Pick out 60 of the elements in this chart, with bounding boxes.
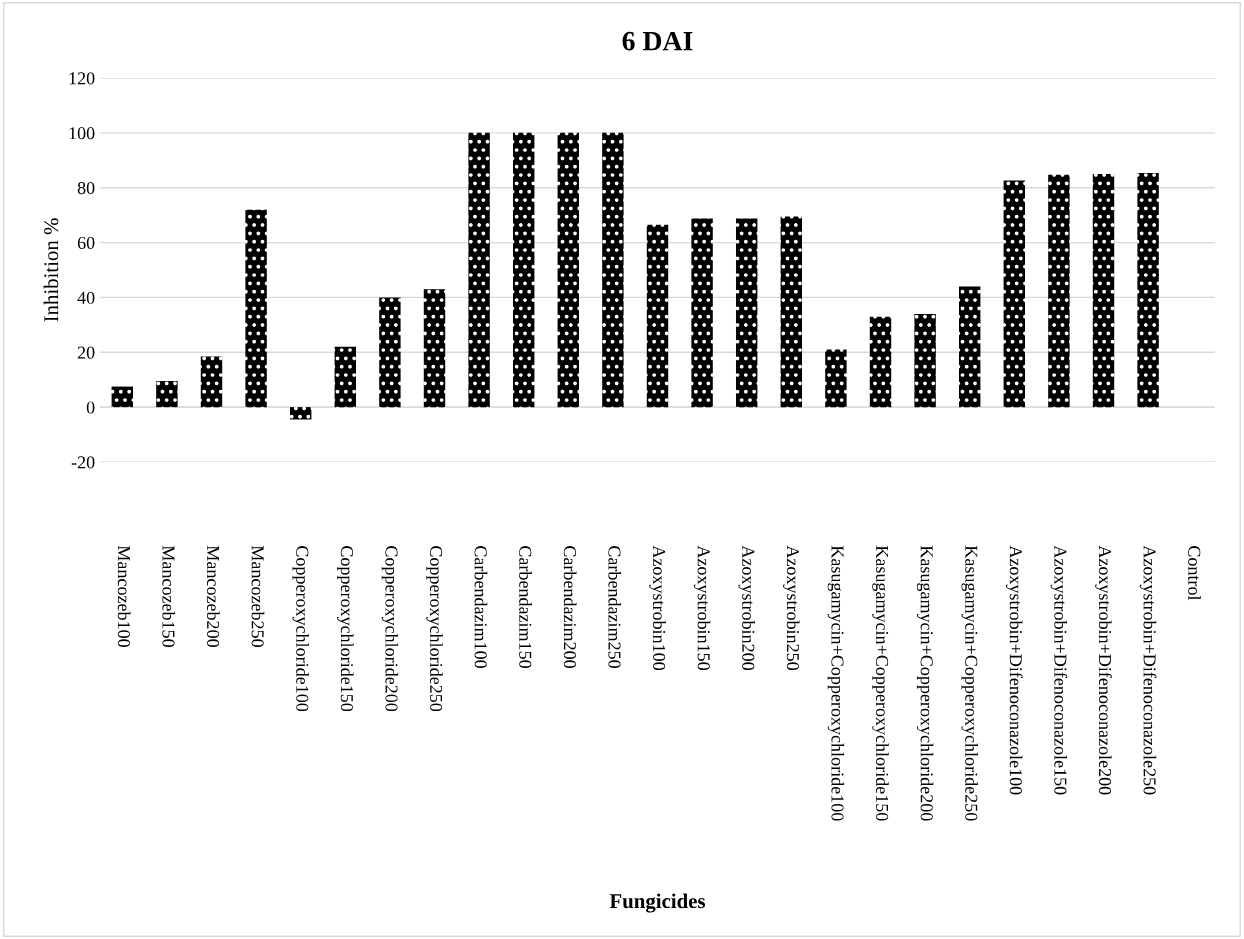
x-tick-label: Carbendazim100 bbox=[474, 546, 488, 668]
bar bbox=[869, 316, 892, 408]
bar bbox=[691, 218, 713, 408]
bar bbox=[111, 386, 133, 408]
x-tick-label: Azoxystrobin150 bbox=[693, 545, 711, 671]
chart-title: 6 DAI bbox=[622, 31, 693, 51]
bar bbox=[334, 346, 356, 408]
x-tick-label: Azoxystrobin200 bbox=[738, 545, 755, 671]
bar bbox=[602, 132, 624, 408]
bar bbox=[646, 224, 669, 408]
x-tick-label: Azoxystrobin+Difenoconazole100 bbox=[1006, 545, 1023, 795]
x-tick-label: Azoxystrobin+Difenoconazole250 bbox=[1139, 545, 1157, 795]
bar bbox=[290, 407, 312, 420]
x-tick-label: Carbendazim250 bbox=[608, 546, 622, 668]
bar bbox=[245, 209, 267, 408]
y-tick-label: 20 bbox=[77, 346, 95, 359]
y-tick-label: 100 bbox=[69, 127, 95, 140]
x-tick-label: Mancozeb100 bbox=[117, 545, 131, 647]
x-tick-label: Mancozeb250 bbox=[251, 545, 265, 647]
bar bbox=[423, 289, 446, 408]
x-tick-label: Control bbox=[1188, 546, 1201, 601]
x-tick-label: Kasugamycin+Copperoxychloride250 bbox=[961, 545, 978, 821]
x-tick-label: Mancozeb150 bbox=[162, 545, 176, 647]
bar bbox=[1003, 180, 1025, 408]
x-axis-title: Fungicides bbox=[609, 893, 706, 913]
y-tick-label: -20 bbox=[71, 456, 95, 469]
bar bbox=[200, 356, 223, 408]
bar bbox=[825, 349, 847, 408]
y-tick-label: 0 bbox=[86, 401, 95, 414]
y-tick-label: 80 bbox=[77, 181, 95, 195]
x-tick-label: Azoxystrobin+Difenoconazole150 bbox=[1050, 545, 1068, 795]
x-tick-label: Copperoxychloride150 bbox=[337, 546, 354, 712]
bar bbox=[914, 313, 936, 408]
y-axis-title: Inhibition % bbox=[43, 218, 59, 322]
x-tick-label: Kasugamycin+Copperoxychloride100 bbox=[827, 545, 845, 821]
y-tick-label: 120 bbox=[69, 72, 95, 85]
x-tick-label: Carbendazim200 bbox=[563, 546, 577, 668]
x-tick-label: Azoxystrobin+Difenoconazole200 bbox=[1095, 545, 1112, 795]
bar bbox=[1048, 174, 1070, 408]
x-tick-label: Kasugamycin+Copperoxychloride200 bbox=[916, 545, 934, 821]
x-tick-label: Kasugamycin+Copperoxychloride150 bbox=[872, 545, 889, 821]
bar bbox=[1137, 172, 1159, 408]
x-tick-label: Azoxystrobin100 bbox=[649, 545, 666, 671]
bar bbox=[1092, 174, 1115, 408]
y-tick-label: 40 bbox=[77, 291, 95, 304]
bar bbox=[959, 286, 981, 408]
x-tick-label: Copperoxychloride250 bbox=[426, 546, 443, 712]
x-tick-label: Copperoxychloride100 bbox=[292, 546, 309, 712]
x-tick-label: Azoxystrobin250 bbox=[783, 545, 800, 671]
x-tick-label: Carbendazim150 bbox=[519, 546, 532, 668]
bar bbox=[468, 132, 490, 408]
bar bbox=[379, 297, 401, 408]
bar bbox=[557, 132, 579, 408]
x-tick-label: Mancozeb200 bbox=[206, 545, 220, 647]
bar bbox=[513, 132, 535, 408]
bar bbox=[156, 381, 178, 408]
x-tick-label: Copperoxychloride200 bbox=[381, 546, 399, 712]
bar bbox=[736, 218, 758, 408]
bar bbox=[780, 216, 802, 408]
y-tick-label: 60 bbox=[77, 236, 95, 250]
